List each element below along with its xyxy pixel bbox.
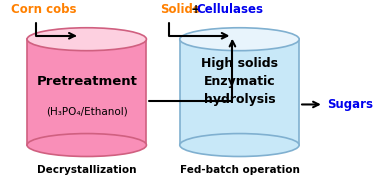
Polygon shape	[27, 39, 146, 145]
Text: Solids: Solids	[160, 3, 200, 16]
Text: High solids
Enzymatic
hydrolysis: High solids Enzymatic hydrolysis	[201, 57, 278, 106]
Ellipse shape	[180, 28, 299, 51]
Text: Decrystallization: Decrystallization	[37, 165, 136, 175]
Text: Cellulases: Cellulases	[197, 3, 263, 16]
Ellipse shape	[27, 134, 146, 157]
Text: Pretreatment: Pretreatment	[36, 75, 137, 88]
Text: (H₃PO₄/Ethanol): (H₃PO₄/Ethanol)	[46, 107, 128, 117]
Polygon shape	[180, 39, 299, 145]
Text: Fed-batch operation: Fed-batch operation	[180, 165, 299, 175]
Ellipse shape	[27, 28, 146, 51]
Text: Corn cobs: Corn cobs	[11, 3, 77, 16]
Text: Sugars: Sugars	[327, 98, 373, 111]
Text: +: +	[187, 3, 205, 16]
Ellipse shape	[180, 134, 299, 157]
